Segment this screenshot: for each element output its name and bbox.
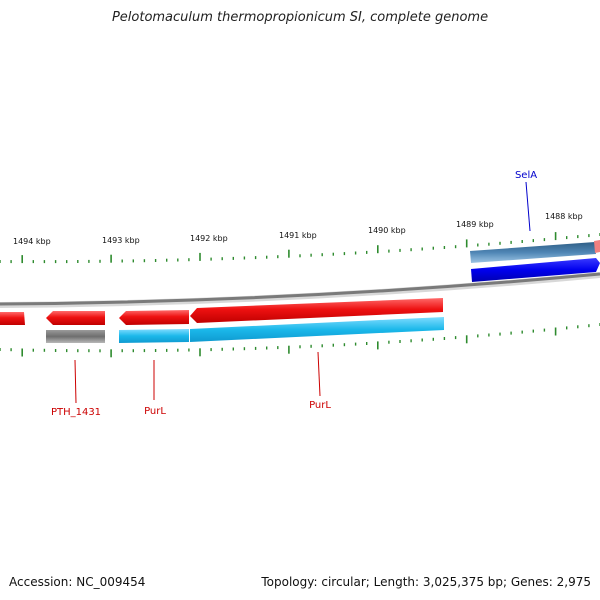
purl-a-cds-bar[interactable] (119, 329, 189, 343)
purl-b-gene-arrow[interactable] (190, 298, 443, 323)
purl-a-gene-arrow[interactable] (119, 310, 189, 325)
kbp-label-1493: 1493 kbp (102, 236, 140, 245)
purl-b-label-line (317, 351, 321, 397)
purl-b-cds-bar[interactable] (190, 317, 444, 342)
inner-tick-track (0, 323, 600, 358)
kbp-label-1492: 1492 kbp (190, 234, 228, 243)
genome-backbone (0, 272, 600, 306)
sela-cds-bar[interactable] (470, 242, 596, 263)
kbp-label-1488: 1488 kbp (545, 212, 583, 221)
genome-title: Pelotomaculum thermopropionicum SI, comp… (111, 10, 489, 25)
purl-b-label[interactable]: PurL (309, 400, 331, 411)
outer-tick-track (0, 232, 600, 264)
sela-label-line (525, 181, 531, 232)
sela-label[interactable]: SelA (515, 170, 537, 181)
sela-gene-arrow[interactable] (471, 258, 600, 282)
gene-fragment-pink[interactable] (594, 240, 600, 253)
pth1431-label[interactable]: PTH_1431 (51, 407, 101, 418)
kbp-label-1489: 1489 kbp (456, 220, 494, 229)
accession-text: Accession: NC_009454 (9, 575, 146, 589)
pth1431-label-line (74, 359, 77, 404)
genome-backbone-shadow (0, 272, 600, 308)
kbp-label-1491: 1491 kbp (279, 231, 317, 240)
kbp-label-1490: 1490 kbp (368, 226, 406, 235)
pth1431-gene-arrow[interactable] (46, 311, 105, 325)
purl-a-label[interactable]: PurL (144, 406, 166, 417)
topology-text: Topology: circular; Length: 3,025,375 bp… (261, 575, 591, 589)
kbp-label-1494: 1494 kbp (13, 237, 51, 246)
pth1431-cds-bar[interactable] (46, 330, 105, 343)
gene-arrow-left-edge[interactable] (0, 312, 25, 325)
